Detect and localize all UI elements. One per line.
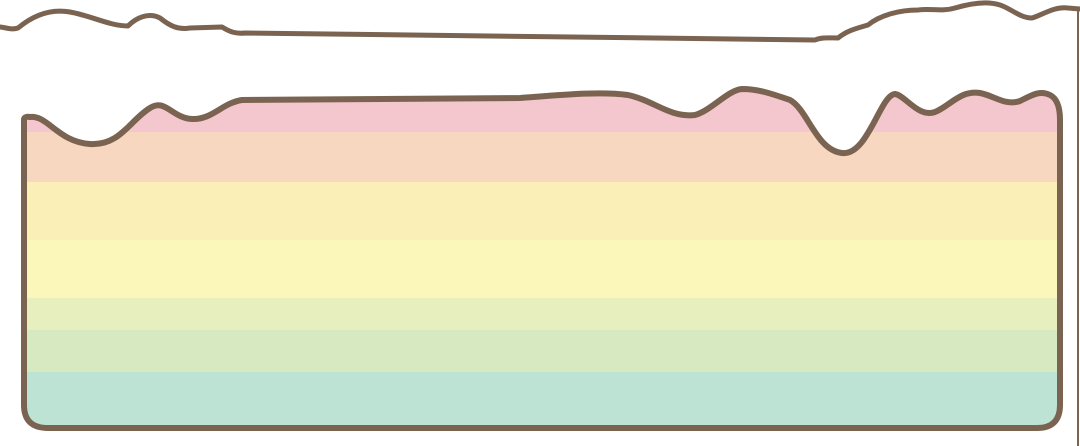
band-light-yellow: [24, 182, 1060, 240]
band-peach: [24, 132, 1060, 182]
top-ribbon-outline: [0, 0, 1080, 43]
panel-outline: [21, 86, 1063, 431]
band-pale-green: [24, 298, 1060, 330]
band-yellow: [24, 240, 1060, 298]
band-teal: [24, 372, 1060, 428]
rainbow-bands: [24, 89, 1060, 428]
band-green: [24, 330, 1060, 372]
